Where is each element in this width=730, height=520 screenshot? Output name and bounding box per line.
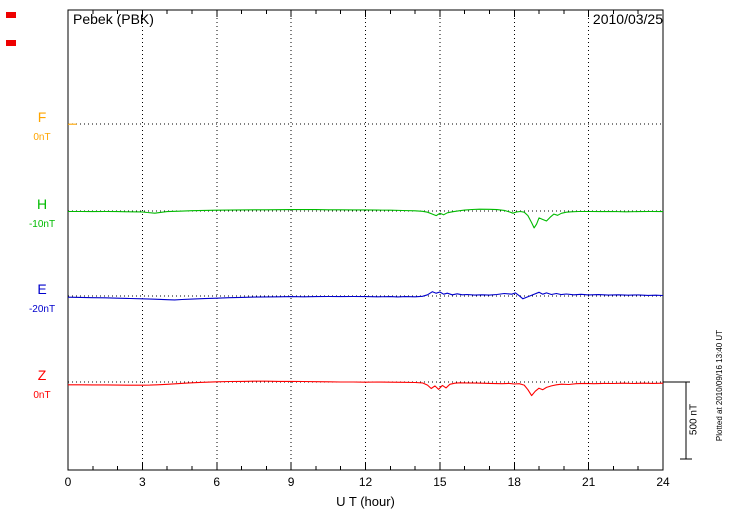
x-tick-label-0: 0 xyxy=(64,475,72,489)
series-label-z: Z xyxy=(37,367,47,383)
series-baseline-label-e: -20nT xyxy=(28,304,56,315)
x-axis-label: U T (hour) xyxy=(336,494,395,509)
series-z-trace xyxy=(68,380,664,397)
x-tick-label-18: 18 xyxy=(507,475,521,489)
red-marker-top xyxy=(6,12,16,18)
plot-date: 2010/03/25 xyxy=(592,11,663,27)
series-baseline-label-f: 0nT xyxy=(33,132,51,143)
scale-bar-label: 500 nT xyxy=(688,403,700,436)
series-e-trace xyxy=(67,291,664,301)
series-h-trace xyxy=(68,208,664,229)
x-tick-label-21: 21 xyxy=(581,475,596,489)
station-title: Pebek (PBK) xyxy=(73,11,154,27)
series-label-h: H xyxy=(36,196,48,212)
red-marker-bottom xyxy=(6,40,16,46)
plotted-at-note: Plotted at 2010/09/16 13:40 UT xyxy=(715,329,724,442)
series-baseline-label-h: -10nT xyxy=(28,219,56,230)
x-tick-label-6: 6 xyxy=(213,475,221,489)
x-tick-label-24: 24 xyxy=(656,475,670,489)
x-tick-label-9: 9 xyxy=(287,475,295,489)
x-tick-label-15: 15 xyxy=(433,475,447,489)
x-tick-label-3: 3 xyxy=(139,475,146,489)
x-tick-label-12: 12 xyxy=(358,475,373,489)
series-baseline-label-z: 0nT xyxy=(33,390,51,401)
series-label-e: E xyxy=(37,281,47,297)
series-label-f: F xyxy=(37,109,47,125)
plot-frame xyxy=(67,9,664,471)
